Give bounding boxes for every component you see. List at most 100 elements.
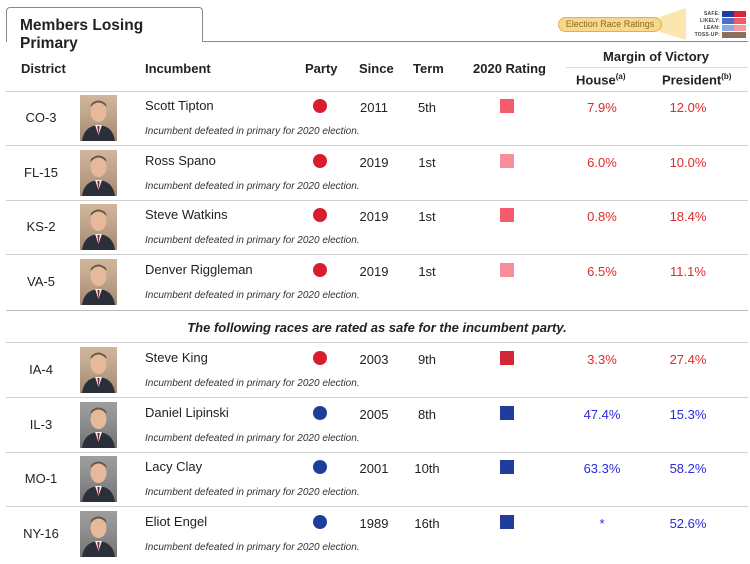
president-margin-cell: 12.0% xyxy=(669,100,707,115)
election-race-ratings-button[interactable]: Election Race Ratings xyxy=(558,17,662,32)
incumbent-note: Incumbent defeated in primary for 2020 e… xyxy=(145,181,360,192)
term-cell: 1st xyxy=(418,264,436,279)
rating-swatch[interactable] xyxy=(500,208,514,222)
incumbent-name: Scott Tipton xyxy=(145,98,214,113)
house-margin-cell: 6.0% xyxy=(587,155,617,170)
rating-swatch[interactable] xyxy=(500,263,514,277)
since-cell: 2003 xyxy=(359,352,389,367)
rating-swatch[interactable] xyxy=(500,154,514,168)
rating-swatch[interactable] xyxy=(500,406,514,420)
since-cell: 2005 xyxy=(359,407,389,422)
incumbent-note: Incumbent defeated in primary for 2020 e… xyxy=(145,378,360,389)
member-photo xyxy=(80,402,117,448)
district-cell: KS-2 xyxy=(26,219,56,234)
header-rating: 2020 Rating xyxy=(473,61,546,76)
header-since: Since xyxy=(359,61,394,76)
president-margin-cell: 10.0% xyxy=(669,155,707,170)
house-margin-cell: 6.5% xyxy=(587,264,617,279)
row-divider xyxy=(6,397,748,398)
tab-members-losing-primary[interactable]: Members Losing Primary xyxy=(6,7,203,52)
member-photo xyxy=(80,456,117,502)
legend-key-label: TOSS-UP: xyxy=(694,31,720,38)
republican-party-icon xyxy=(313,154,327,168)
legend-key: LEAN: xyxy=(666,24,746,31)
rating-swatch[interactable] xyxy=(500,460,514,474)
incumbent-name: Steve Watkins xyxy=(145,207,228,222)
republican-party-icon xyxy=(313,99,327,113)
header-president-sup: (b) xyxy=(721,72,732,81)
district-cell: IL-3 xyxy=(29,417,53,432)
incumbent-note: Incumbent defeated in primary for 2020 e… xyxy=(145,487,360,498)
row-divider xyxy=(6,254,748,255)
rating-swatch[interactable] xyxy=(500,99,514,113)
legend-key-swatch xyxy=(722,10,746,17)
member-photo xyxy=(80,95,117,141)
header-margin-of-victory: Margin of Victory xyxy=(603,49,709,64)
member-photo xyxy=(80,511,117,557)
president-margin-cell: 52.6% xyxy=(669,516,707,531)
incumbent-name: Eliot Engel xyxy=(145,514,208,529)
president-margin-cell: 11.1% xyxy=(670,264,706,279)
term-cell: 1st xyxy=(418,209,436,224)
legend-key-label: SAFE: xyxy=(704,10,720,17)
district-cell: CO-3 xyxy=(25,110,57,125)
rating-swatch[interactable] xyxy=(500,515,514,529)
term-cell: 1st xyxy=(418,155,436,170)
republican-party-icon xyxy=(313,351,327,365)
header-president: President(b) xyxy=(662,72,731,87)
header-house-sup: (a) xyxy=(615,72,626,81)
legend-key-label: LEAN: xyxy=(703,24,720,31)
member-photo xyxy=(80,204,117,250)
term-cell: 10th xyxy=(414,461,440,476)
house-margin-cell: 63.3% xyxy=(583,461,621,476)
header-incumbent: Incumbent xyxy=(145,61,211,76)
democratic-party-icon xyxy=(313,460,327,474)
incumbent-note: Incumbent defeated in primary for 2020 e… xyxy=(145,290,360,301)
president-margin-cell: 58.2% xyxy=(669,461,707,476)
header-divider xyxy=(6,91,748,92)
incumbent-note: Incumbent defeated in primary for 2020 e… xyxy=(145,126,360,137)
president-margin-cell: 18.4% xyxy=(669,209,707,224)
legend-key-swatch xyxy=(722,31,746,38)
header-house: House(a) xyxy=(576,72,626,87)
member-photo xyxy=(80,150,117,196)
president-margin-cell: 15.3% xyxy=(669,407,707,422)
district-cell: VA-5 xyxy=(27,274,55,289)
row-divider xyxy=(6,145,748,146)
term-cell: 5th xyxy=(417,100,437,115)
incumbent-name: Steve King xyxy=(145,350,208,365)
legend-keys: SAFE: LIKELY: LEAN: TOSS-UP: xyxy=(666,10,746,38)
tab-underline xyxy=(203,41,748,42)
incumbent-note: Incumbent defeated in primary for 2020 e… xyxy=(145,542,360,553)
president-margin-cell: 27.4% xyxy=(669,352,707,367)
incumbent-note: Incumbent defeated in primary for 2020 e… xyxy=(145,235,360,246)
rating-swatch[interactable] xyxy=(500,351,514,365)
district-cell: NY-16 xyxy=(23,526,59,541)
since-cell: 2019 xyxy=(359,264,389,279)
header-district: District xyxy=(21,61,66,76)
republican-party-icon xyxy=(313,208,327,222)
header-party: Party xyxy=(305,61,338,76)
legend-key: TOSS-UP: xyxy=(666,31,746,38)
section-divider-bottom xyxy=(6,342,748,343)
republican-party-icon xyxy=(313,263,327,277)
member-photo xyxy=(80,259,117,305)
legend-wedge-icon xyxy=(660,8,686,40)
header-term: Term xyxy=(413,61,444,76)
term-cell: 8th xyxy=(417,407,437,422)
since-cell: 2019 xyxy=(359,155,389,170)
row-divider xyxy=(6,506,748,507)
row-divider xyxy=(6,452,748,453)
house-margin-cell: * xyxy=(599,516,605,531)
since-cell: 2019 xyxy=(359,209,389,224)
house-margin-cell: 7.9% xyxy=(587,100,617,115)
legend-key-label: LIKELY: xyxy=(699,17,720,24)
since-cell: 1989 xyxy=(359,516,389,531)
legend-key: SAFE: xyxy=(666,10,746,17)
district-cell: MO-1 xyxy=(24,471,58,486)
race-ratings-legend[interactable]: Election Race Ratings SAFE: LIKELY: LEAN: T… xyxy=(556,8,746,40)
incumbent-name: Daniel Lipinski xyxy=(145,405,229,420)
legend-key: LIKELY: xyxy=(666,17,746,24)
incumbent-name: Denver Riggleman xyxy=(145,262,253,277)
incumbent-name: Ross Spano xyxy=(145,153,216,168)
